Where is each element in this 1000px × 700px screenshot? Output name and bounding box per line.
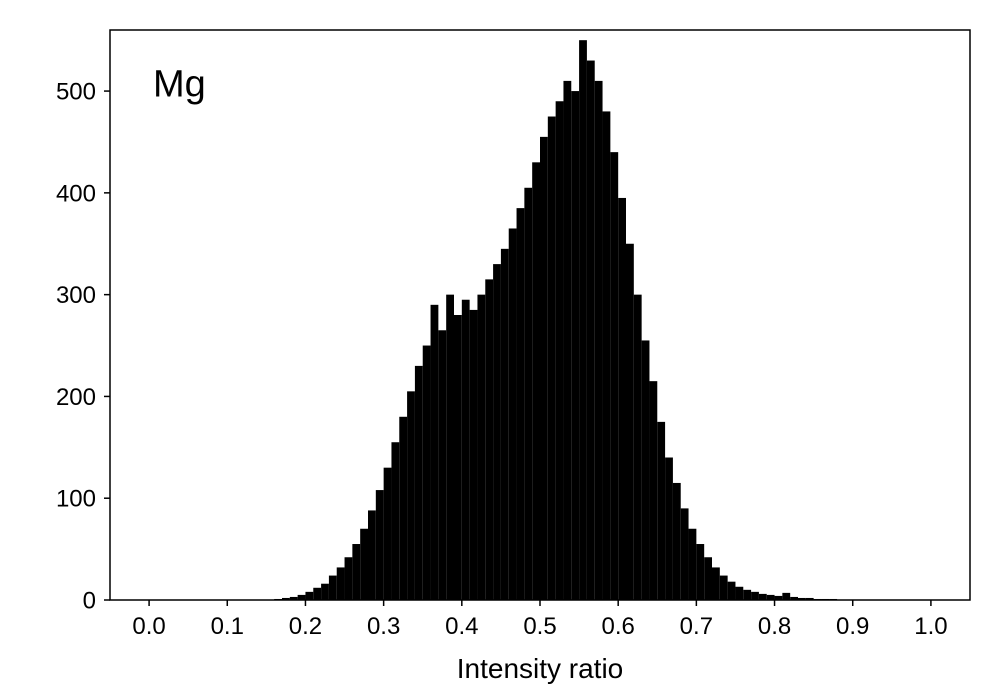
x-tick-label: 0.1	[211, 613, 244, 640]
histogram-bar	[610, 152, 618, 600]
histogram-bar	[579, 40, 587, 600]
histogram-bar	[391, 442, 399, 600]
histogram-bar	[321, 584, 329, 600]
histogram-bar	[485, 279, 493, 600]
x-tick-label: 0.0	[132, 613, 165, 640]
histogram-bar	[431, 305, 439, 600]
histogram-bar	[618, 198, 626, 600]
histogram-bar	[626, 244, 634, 600]
histogram-bar	[603, 111, 611, 600]
histogram-bar	[649, 381, 657, 600]
histogram-bar	[642, 340, 650, 600]
histogram-bar	[399, 417, 407, 600]
histogram-bar	[438, 330, 446, 600]
x-tick-label: 0.9	[836, 613, 869, 640]
x-tick-label: 0.7	[680, 613, 713, 640]
histogram-bar	[673, 483, 681, 600]
histogram-bar	[720, 576, 728, 600]
histogram-bar	[337, 567, 345, 600]
histogram-bar	[689, 529, 697, 600]
x-tick-label: 0.4	[445, 613, 478, 640]
histogram-bar	[759, 594, 767, 600]
histogram-bar	[665, 458, 673, 601]
histogram-bar	[298, 595, 306, 600]
histogram-bar	[454, 315, 462, 600]
histogram-bar	[571, 91, 579, 600]
histogram-bar	[782, 593, 790, 600]
y-tick-label: 0	[83, 587, 96, 614]
histogram-bar	[345, 557, 353, 600]
histogram-bar	[735, 587, 743, 600]
histogram-bar	[313, 588, 321, 600]
histogram-bar	[751, 592, 759, 600]
x-tick-label: 0.5	[523, 613, 556, 640]
histogram-bar	[360, 529, 368, 600]
histogram-chart: 0.0 0.1 0.2 0.3 0.4 0.5 0.6 0.7 0.8 0.9 1.0 0 100 200…	[0, 0, 1000, 700]
histogram-bar	[493, 264, 501, 600]
chart-container: 0.0 0.1 0.2 0.3 0.4 0.5 0.6 0.7 0.8 0.9 1.0 0 100 200…	[0, 0, 1000, 700]
histogram-bar	[446, 295, 454, 600]
histogram-bar	[657, 422, 665, 600]
histogram-bar	[462, 300, 470, 600]
histogram-bar	[407, 391, 415, 600]
histogram-bar	[704, 557, 712, 600]
panel-label: Mg	[153, 64, 206, 106]
histogram-bar	[767, 595, 775, 600]
y-tick-label: 200	[56, 384, 96, 411]
histogram-bar	[681, 508, 689, 600]
histogram-bar	[384, 468, 392, 600]
x-tick-label: 0.8	[758, 613, 791, 640]
histogram-bar	[524, 188, 532, 600]
histogram-bar	[423, 346, 431, 600]
histogram-bar	[352, 544, 360, 600]
x-tick-label: 0.3	[367, 613, 400, 640]
histogram-bar	[728, 582, 736, 600]
histogram-bar	[477, 295, 485, 600]
histogram-bar	[368, 510, 376, 600]
histogram-bar	[470, 310, 478, 600]
x-axis-label: Intensity ratio	[457, 653, 624, 684]
histogram-bar	[696, 544, 704, 600]
histogram-bar	[532, 162, 540, 600]
histogram-bar	[743, 590, 751, 600]
histogram-bar	[563, 81, 571, 600]
y-tick-label: 300	[56, 282, 96, 309]
histogram-bar	[517, 208, 525, 600]
histogram-bar	[376, 490, 384, 600]
histogram-bar	[509, 228, 517, 600]
x-tick-label: 0.6	[601, 613, 634, 640]
histogram-bar	[305, 592, 313, 600]
histogram-bar	[415, 366, 423, 600]
histogram-bar	[501, 249, 509, 600]
histogram-bar	[329, 576, 337, 600]
x-tick-label: 0.2	[289, 613, 322, 640]
histogram-bars	[274, 40, 837, 600]
histogram-bar	[548, 117, 556, 600]
histogram-bar	[540, 137, 548, 600]
histogram-bar	[634, 295, 642, 600]
histogram-bar	[587, 61, 595, 600]
histogram-bar	[556, 101, 564, 600]
y-tick-label: 500	[56, 78, 96, 105]
x-tick-label: 1.0	[914, 613, 947, 640]
y-tick-label: 100	[56, 486, 96, 513]
histogram-bar	[712, 567, 720, 600]
histogram-bar	[595, 81, 603, 600]
y-tick-label: 400	[56, 180, 96, 207]
